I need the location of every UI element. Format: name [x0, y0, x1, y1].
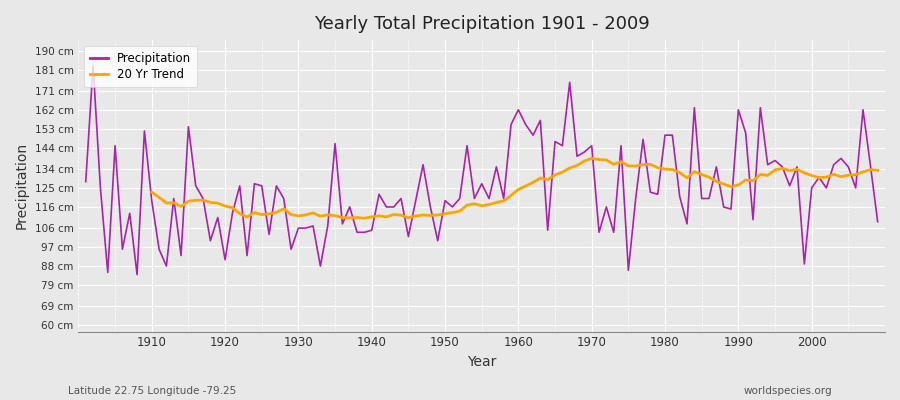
20 Yr Trend: [359, 216, 370, 221]
20 Yr Trend: [527, 180, 538, 185]
20 Yr Trend: [315, 214, 326, 219]
Text: Latitude 22.75 Longitude -79.25: Latitude 22.75 Longitude -79.25: [68, 386, 236, 396]
Precipitation: [527, 133, 538, 138]
Precipitation: [315, 264, 326, 268]
Precipitation: [154, 247, 165, 252]
Line: 20 Yr Trend: 20 Yr Trend: [152, 158, 878, 218]
Legend: Precipitation, 20 Yr Trend: Precipitation, 20 Yr Trend: [85, 46, 197, 87]
Precipitation: [872, 219, 883, 224]
20 Yr Trend: [828, 172, 839, 177]
Precipitation: [131, 272, 142, 277]
Precipitation: [80, 179, 91, 184]
20 Yr Trend: [850, 172, 861, 177]
Precipitation: [520, 122, 531, 127]
X-axis label: Year: Year: [467, 355, 497, 369]
Text: worldspecies.org: worldspecies.org: [744, 386, 832, 396]
Y-axis label: Precipitation: Precipitation: [15, 142, 29, 230]
Precipitation: [87, 63, 98, 68]
20 Yr Trend: [285, 212, 296, 217]
20 Yr Trend: [594, 157, 605, 162]
Line: Precipitation: Precipitation: [86, 66, 878, 274]
Precipitation: [616, 143, 626, 148]
Precipitation: [359, 230, 370, 235]
20 Yr Trend: [872, 168, 883, 173]
20 Yr Trend: [586, 156, 597, 161]
Title: Yearly Total Precipitation 1901 - 2009: Yearly Total Precipitation 1901 - 2009: [314, 15, 650, 33]
20 Yr Trend: [147, 190, 158, 194]
